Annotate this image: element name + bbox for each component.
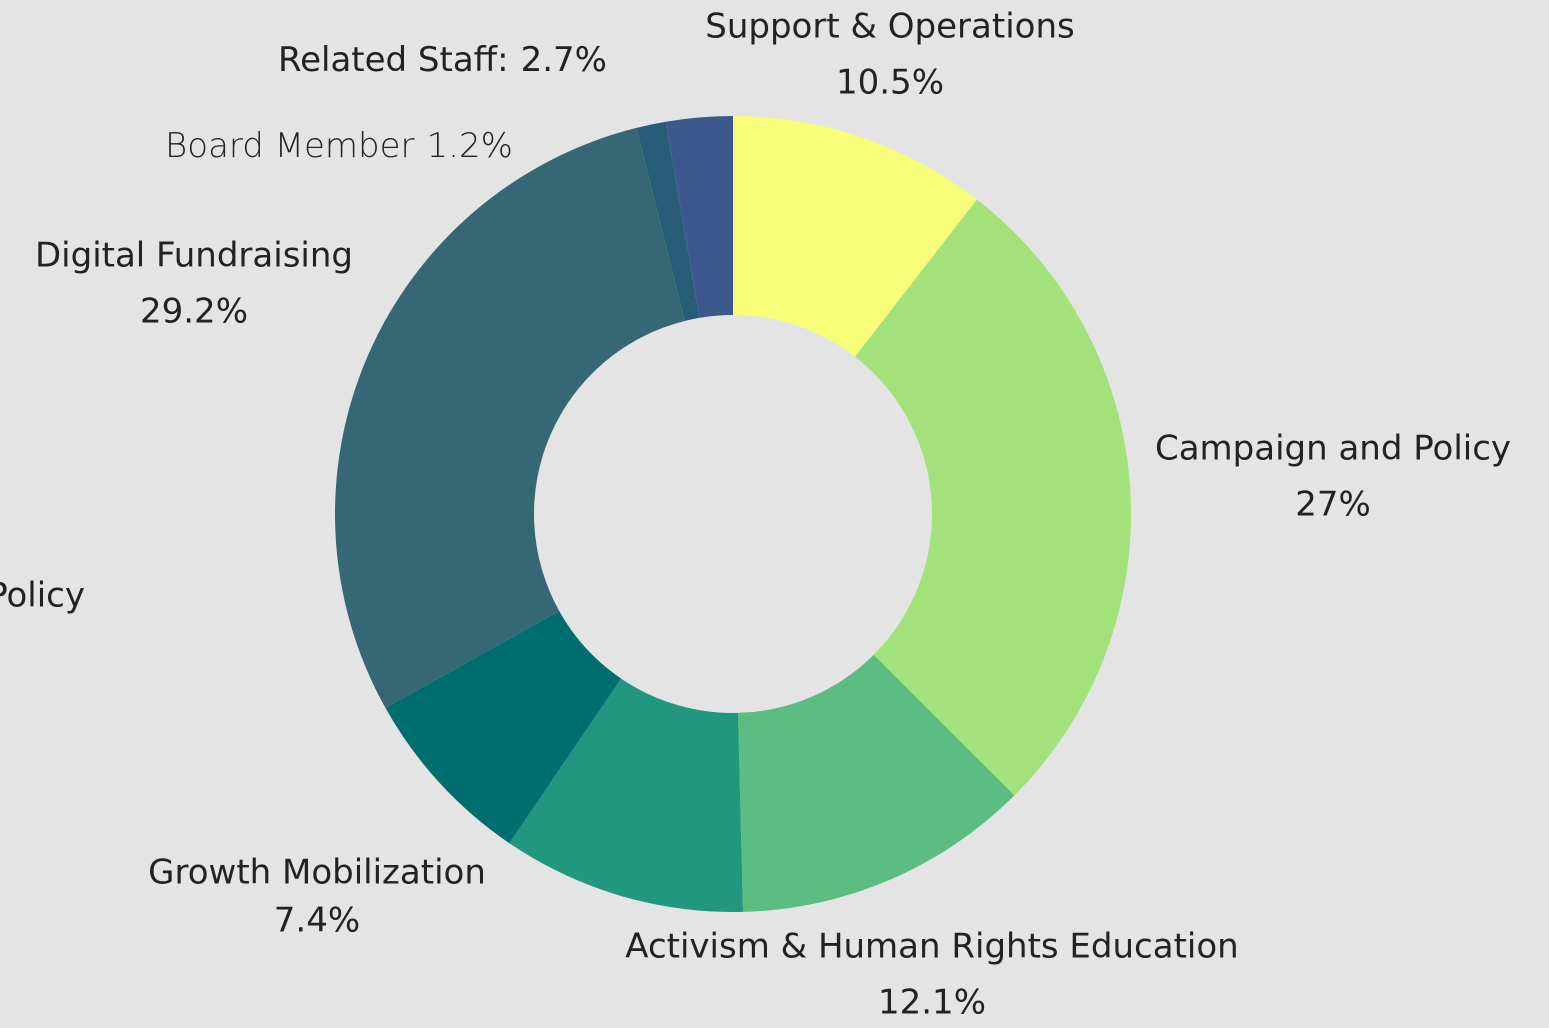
segment-label: Support & Operations (705, 7, 1074, 47)
category-name: Related Staff: (278, 40, 509, 80)
segment-label: Digital Fundraising (35, 236, 353, 276)
value-label: 29.2% (140, 292, 248, 332)
segment-label: Campaign and Policy (1155, 429, 1511, 469)
value-label: 10.5% (836, 63, 944, 103)
value-label: 7.4% (274, 901, 360, 941)
donut-segment (665, 116, 733, 318)
segment-label: Growth Mobilization (148, 853, 486, 893)
segment-label: Related Staff: 2.7% (278, 40, 607, 80)
donut-segment (335, 127, 685, 708)
segment-label: Activism & Human Rights Education (625, 927, 1238, 967)
value-label: 1.2% (427, 126, 513, 166)
donut-segment (738, 654, 1015, 912)
donut-segment (509, 678, 744, 912)
donut-segment (385, 610, 622, 844)
value-label: 27% (1295, 485, 1371, 525)
segment-label: Policy (0, 576, 85, 616)
category-name: Board Member (165, 126, 415, 166)
segment-label: Board Member 1.2% (165, 126, 513, 166)
value-label: 12.1% (878, 983, 986, 1023)
donut-segment (636, 121, 700, 321)
value-label: 2.7% (521, 40, 607, 80)
donut-segment (733, 116, 977, 357)
donut-segment (854, 199, 1131, 796)
